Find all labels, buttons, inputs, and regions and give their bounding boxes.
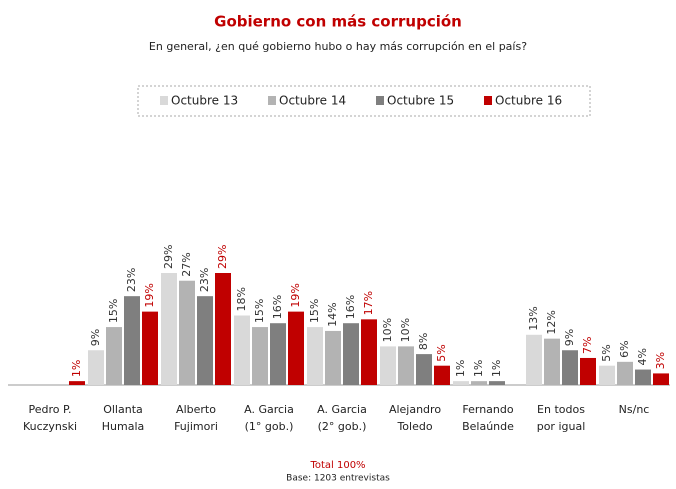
bar [434, 365, 450, 385]
x-tick-label: Pedro P. [29, 403, 72, 416]
bar [197, 296, 213, 385]
value-label: 15% [107, 299, 120, 323]
value-label: 10% [381, 318, 394, 342]
footer-base: Base: 1203 entrevistas [286, 474, 390, 484]
value-label: 16% [271, 295, 284, 319]
x-tick-label: Toledo [396, 420, 432, 433]
value-label: 10% [399, 318, 412, 342]
value-label: 5% [435, 344, 448, 361]
value-label: 29% [162, 245, 175, 269]
value-label: 23% [125, 268, 138, 292]
x-tick-label: Kuczynski [23, 420, 77, 433]
bar [380, 346, 396, 385]
x-tick-label: A. Garcia [244, 403, 294, 416]
value-label: 9% [563, 329, 576, 346]
bar [580, 357, 596, 385]
legend-swatch [160, 96, 168, 105]
chart-title: Gobierno con más corrupción [214, 13, 462, 31]
bar [398, 346, 414, 385]
value-label: 1% [472, 360, 485, 377]
legend-label: Octubre 16 [495, 94, 562, 108]
bar [307, 327, 323, 385]
value-label: 6% [618, 340, 631, 357]
x-tick-label: por igual [537, 420, 586, 433]
bar [617, 361, 633, 385]
value-label: 27% [180, 252, 193, 276]
value-label: 23% [198, 268, 211, 292]
x-tick-label: Fernando [462, 403, 513, 416]
bar [526, 334, 542, 385]
bar [544, 338, 560, 385]
value-label: 13% [527, 306, 540, 330]
value-label: 17% [362, 291, 375, 315]
value-label: 1% [70, 360, 83, 377]
bar [215, 273, 231, 385]
bar [69, 381, 85, 385]
legend-box [137, 85, 591, 117]
value-label: 9% [89, 329, 102, 346]
bar [252, 327, 268, 385]
bar [106, 327, 122, 385]
legend-label: Octubre 14 [279, 94, 346, 108]
legend-swatch [376, 96, 384, 105]
x-tick-label: Humala [102, 420, 145, 433]
bar [288, 311, 304, 385]
footer-total: Total 100% [309, 460, 365, 471]
bar [343, 323, 359, 385]
legend-label: Octubre 13 [171, 94, 238, 108]
bar [124, 296, 140, 385]
value-label: 15% [308, 299, 321, 323]
value-label: 14% [326, 302, 339, 326]
x-tick-label: (2° gob.) [318, 420, 367, 433]
bar [179, 280, 195, 385]
x-tick-label: Alberto [176, 403, 216, 416]
bar [635, 369, 651, 385]
bar [416, 354, 432, 385]
bar [489, 381, 505, 385]
x-tick-label: (1° gob.) [245, 420, 294, 433]
x-tick-label: Ollanta [103, 403, 143, 416]
value-label: 18% [235, 287, 248, 311]
bar [142, 311, 158, 385]
bar [361, 319, 377, 385]
bar [471, 381, 487, 385]
value-label: 16% [344, 295, 357, 319]
bar [325, 330, 341, 385]
legend-swatch [268, 96, 276, 105]
value-label: 7% [581, 337, 594, 354]
value-label: 3% [654, 352, 667, 369]
value-label: 19% [289, 283, 302, 307]
value-label: 5% [600, 344, 613, 361]
x-tick-label: En todos [537, 403, 585, 416]
bar [234, 315, 250, 385]
value-label: 8% [417, 333, 430, 350]
x-tick-label: Belaúnde [462, 420, 514, 433]
legend-swatch [484, 96, 492, 105]
chart-subtitle: En general, ¿en qué gobierno hubo o hay … [149, 40, 527, 53]
x-tick-label: Alejandro [389, 403, 441, 416]
value-label: 4% [636, 348, 649, 365]
value-label: 1% [454, 360, 467, 377]
x-tick-label: A. Garcia [317, 403, 367, 416]
value-label: 12% [545, 310, 558, 334]
legend-label: Octubre 15 [387, 94, 454, 108]
x-tick-label: Fujimori [174, 420, 218, 433]
bar [653, 373, 669, 385]
bar [599, 365, 615, 385]
bar [562, 350, 578, 385]
value-label: 19% [143, 283, 156, 307]
bar [453, 381, 469, 385]
bar [270, 323, 286, 385]
bar [161, 273, 177, 385]
value-label: 15% [253, 299, 266, 323]
value-label: 29% [216, 245, 229, 269]
x-tick-label: Ns/nc [619, 403, 650, 416]
bar [88, 350, 104, 385]
value-label: 1% [490, 360, 503, 377]
